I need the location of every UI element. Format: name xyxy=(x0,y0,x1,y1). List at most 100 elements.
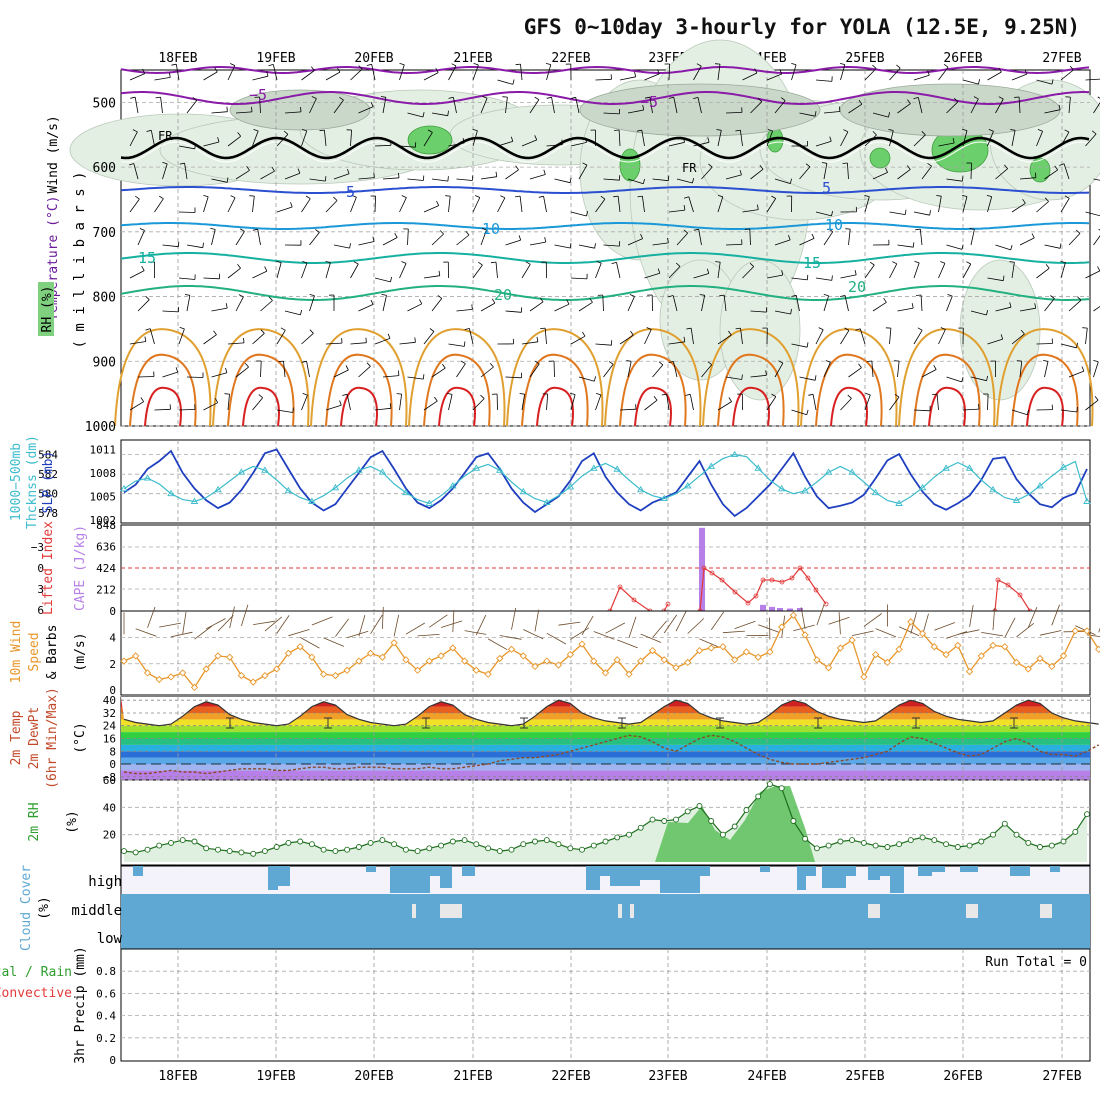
rh-marker xyxy=(427,846,432,851)
pressure-tick-label: 800 xyxy=(93,291,116,306)
rh-marker xyxy=(826,843,831,848)
rh-marker xyxy=(873,843,878,848)
isotherm-label: 20 xyxy=(848,278,866,296)
rh-marker xyxy=(380,838,385,843)
temp-axis-label-1: 2m Temp xyxy=(9,710,24,765)
rh-marker xyxy=(803,836,808,841)
wind-tick-label: 4 xyxy=(109,632,116,645)
wind-barb-flag xyxy=(979,404,980,409)
rh-marker xyxy=(333,849,338,854)
wind-barb xyxy=(138,377,154,378)
lifted-index-axis-label: Lifted Index xyxy=(41,521,56,615)
rh-marker xyxy=(1026,840,1031,845)
cloud-high-bar xyxy=(890,866,904,893)
temp-unit-label: (°C) xyxy=(73,722,88,753)
rh-tick-label: 40 xyxy=(103,801,116,814)
rh-marker xyxy=(650,817,655,822)
rh-marker xyxy=(356,845,361,850)
bottom-date-label: 20FEB xyxy=(354,1069,393,1084)
bottom-date-label: 26FEB xyxy=(943,1069,982,1084)
rh-tick-label: 60 xyxy=(103,774,116,787)
isotherm-label: 10 xyxy=(825,216,843,234)
rh2m-axis-label: 2m RH xyxy=(27,802,42,841)
rh-marker xyxy=(169,840,174,845)
temperature-tick-label: 40 xyxy=(103,694,116,707)
wind-barb-flag xyxy=(540,328,545,329)
cape-bar xyxy=(760,605,766,611)
bottom-date-label: 25FEB xyxy=(845,1069,884,1084)
freezing-level-label-1: FR xyxy=(158,129,173,143)
cloud-high-bar xyxy=(390,866,430,893)
rh-marker xyxy=(979,839,984,844)
rh-marker xyxy=(262,849,267,854)
rh-marker xyxy=(744,808,749,813)
pressure-tick-label: 1000 xyxy=(85,420,116,435)
thickness-axis-label: 1000−500mb xyxy=(9,443,24,521)
cloud-high-bar xyxy=(600,866,610,876)
bottom-date-label: 22FEB xyxy=(551,1069,590,1084)
precip-convective-label: Convective xyxy=(0,986,72,1001)
rh-marker xyxy=(885,845,890,850)
rh-marker xyxy=(720,832,725,837)
bottom-date-label: 23FEB xyxy=(648,1069,687,1084)
rh-marker xyxy=(838,839,843,844)
temperature-tick-label: 8 xyxy=(109,745,116,758)
cape-axis-label: CAPE (J/kg) xyxy=(73,525,88,611)
wind-barb-flag xyxy=(399,173,400,178)
precip-tick-label: 0.6 xyxy=(96,987,116,1000)
precip-axis-label: 3hr Precip (mm) xyxy=(73,946,88,1063)
precip-tick-label: 0.4 xyxy=(96,1010,116,1023)
top-date-label: 21FEB xyxy=(453,51,492,66)
slp-axis-label: SLP (mb) xyxy=(41,451,56,514)
isotherm-label: 10 xyxy=(482,220,500,238)
rh-marker xyxy=(732,824,737,829)
cloud-high-bar xyxy=(440,866,452,888)
cloud-high-bar xyxy=(932,866,945,872)
temperature-tick-label: 0 xyxy=(109,758,116,771)
cloud-high-bar xyxy=(806,866,816,876)
rh-marker xyxy=(204,846,209,851)
rh-marker xyxy=(850,838,855,843)
cloud-high-bar xyxy=(133,866,143,876)
rh-marker xyxy=(298,839,303,844)
wind-barb xyxy=(554,361,555,377)
precip-tick-label: 0 xyxy=(109,1054,116,1067)
temperature-color-band xyxy=(121,770,1090,780)
cape-tick-label: 848 xyxy=(96,519,116,532)
wind-barb xyxy=(1037,344,1053,345)
wind-barb-flag xyxy=(227,107,228,112)
cloud-high-bar xyxy=(668,866,700,893)
freezing-level-label-2: FR xyxy=(682,161,697,175)
cloud-middle-gap xyxy=(618,904,622,918)
rh-marker xyxy=(615,835,620,840)
rh-marker xyxy=(674,817,679,822)
wind-barb-flag xyxy=(867,361,872,362)
wind10m-axis-label-3: & Barbs xyxy=(45,625,60,680)
rh-marker xyxy=(967,843,972,848)
wind-barb-flag xyxy=(916,295,921,296)
humidity-shading xyxy=(960,260,1040,400)
slp-tick-label: 1005 xyxy=(90,490,117,503)
rh-marker xyxy=(403,847,408,852)
rh-marker xyxy=(1038,845,1043,850)
wind-tick-label: 2 xyxy=(109,658,116,671)
cloud-high-bar xyxy=(868,866,880,880)
rh-marker xyxy=(1073,829,1078,834)
cloud-low-middle-fill xyxy=(121,894,1090,949)
rh-marker xyxy=(345,847,350,852)
wind-barb xyxy=(971,163,972,179)
temperature-color-band xyxy=(121,732,1090,738)
cloud-high-bar xyxy=(430,866,440,876)
rh-marker xyxy=(157,843,162,848)
isotherm-label: 5 xyxy=(822,179,831,197)
slp-tick-label: 1011 xyxy=(90,443,117,456)
cloud-high-bar xyxy=(822,866,846,888)
rh-marker xyxy=(568,846,573,851)
upper-wind-axis-label: Wind (m/s) xyxy=(46,115,61,193)
rh-marker xyxy=(627,832,632,837)
rh-marker xyxy=(556,842,561,847)
wind-barb-flag xyxy=(398,371,399,376)
cloud-middle-gap xyxy=(630,904,634,918)
